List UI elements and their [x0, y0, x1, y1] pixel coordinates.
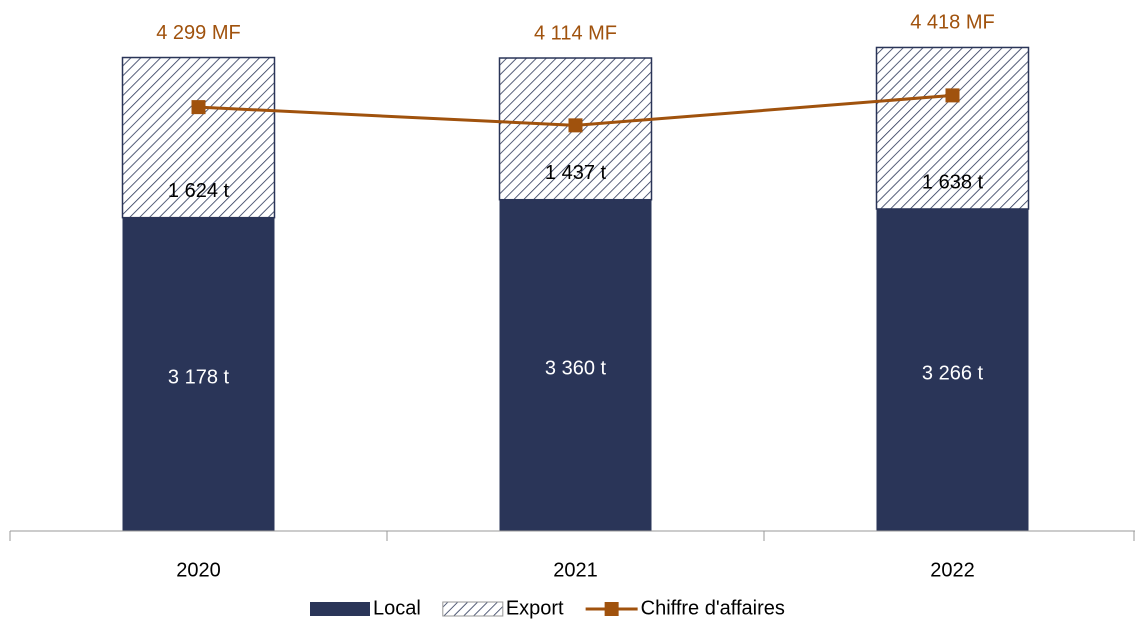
data-label: 3 178 t: [168, 367, 230, 389]
data-label: 1 624 t: [168, 180, 230, 202]
data-label: 1 638 t: [922, 171, 984, 193]
line-marker: [191, 100, 206, 115]
bar-segment: [122, 217, 275, 531]
legend-swatch: [442, 601, 504, 617]
legend-label: Local: [373, 597, 421, 619]
data-label: 1 437 t: [545, 162, 607, 184]
legend-marker: [604, 602, 619, 616]
line-marker: [945, 88, 960, 103]
x-tick-label: 2021: [553, 559, 598, 581]
legend-label: Chiffre d'affaires: [641, 597, 785, 619]
data-label: 3 360 t: [545, 358, 607, 380]
x-tick-label: 2020: [176, 559, 221, 581]
line-marker: [568, 118, 583, 133]
legend-swatch: [310, 602, 370, 616]
bar-segment: [876, 208, 1029, 531]
data-label: 4 114 MF: [534, 22, 617, 44]
data-label: 4 418 MF: [910, 12, 994, 34]
x-tick-label: 2022: [930, 559, 975, 581]
bar-segment: [875, 46, 1030, 210]
bar-segment: [121, 56, 276, 219]
data-label: 3 266 t: [922, 362, 984, 384]
bar-segment: [499, 199, 652, 532]
legend-label: Export: [506, 597, 564, 619]
data-label: 4 299 MF: [156, 22, 240, 44]
